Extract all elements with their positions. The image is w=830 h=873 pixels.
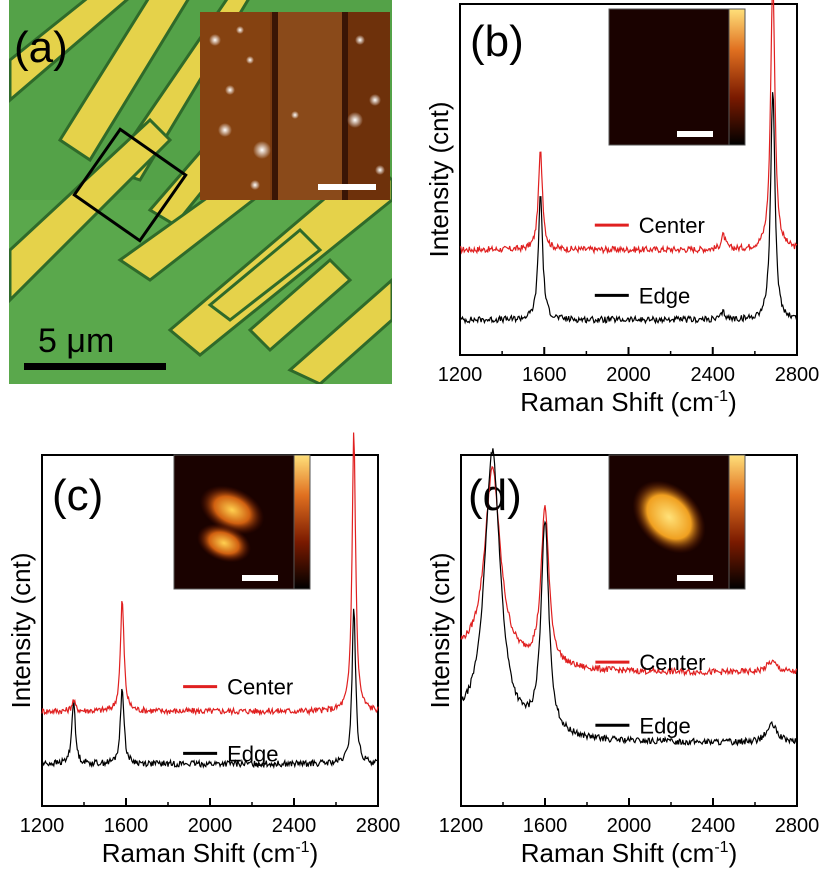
chart-d: 1200 1600 2000 2400 2800 Raman Shift (cm-1) In…: [425, 448, 819, 868]
series-line-center: [460, 465, 798, 677]
x-tick-label: 2400: [272, 815, 317, 837]
legend-label: Center: [639, 650, 705, 675]
panel-label: (b): [470, 17, 524, 66]
series-line-edge: [459, 92, 798, 325]
inset-scale-bar: [677, 575, 713, 581]
raman-map-inset: [173, 454, 311, 590]
x-tick-label: 2800: [775, 815, 820, 837]
x-tick-label: 2000: [606, 364, 651, 386]
colorbar: [728, 454, 746, 590]
y-axis-label: Intensity (cnt): [424, 101, 454, 257]
x-tick-label: 1200: [438, 364, 483, 386]
legend-label: Edge: [639, 713, 690, 738]
x-axis-label: Raman Shift (cm-1): [521, 838, 738, 868]
colorbar: [293, 454, 311, 590]
colorbar: [728, 8, 746, 146]
afm-scale-bar: [318, 184, 376, 190]
chart-c: 1200 1600 2000 2400 2800 Raman Shift (cm-1) In…: [6, 432, 401, 868]
x-axis-label: Raman Shift (cm-1): [520, 387, 737, 417]
legend-label: Center: [227, 675, 293, 700]
x-tick-label: 2400: [691, 815, 736, 837]
chart-b: 1200 1600 2000 2400 2800 Raman Shift (cm-1) In…: [424, 0, 819, 417]
series-line-edge: [460, 448, 798, 747]
series-line-center: [459, 0, 798, 255]
series-line-edge: [41, 608, 379, 770]
x-axis-label: Raman Shift (cm-1): [102, 838, 319, 868]
x-tick-label: 1200: [20, 815, 65, 837]
panel-a-label: (a): [14, 23, 68, 72]
inset-scale-bar: [242, 575, 278, 581]
x-tick-label: 1600: [522, 364, 567, 386]
scale-bar: [24, 363, 166, 370]
afm-inset: [200, 12, 390, 200]
selection-box: [72, 127, 188, 243]
x-tick-label: 1200: [439, 815, 484, 837]
x-tick-label: 1600: [104, 815, 149, 837]
raman-map-inset: [608, 8, 746, 146]
raman-map-inset: [608, 454, 746, 590]
x-tick-label: 2000: [607, 815, 652, 837]
x-tick-label: 2400: [691, 364, 736, 386]
x-tick-label: 2000: [188, 815, 233, 837]
legend-label: Center: [639, 213, 705, 238]
y-axis-label: Intensity (cnt): [6, 552, 36, 708]
x-tick-label: 1600: [523, 815, 568, 837]
series-line-center: [41, 432, 379, 717]
y-axis-label: Intensity (cnt): [425, 552, 455, 708]
inset-scale-bar: [677, 131, 713, 137]
legend-label: Edge: [227, 741, 278, 766]
panel-label: (c): [52, 471, 103, 520]
legend-label: Edge: [639, 283, 690, 308]
afm-flake: [272, 12, 348, 200]
scale-bar-label: 5 μm: [38, 322, 114, 360]
x-tick-label: 2800: [775, 364, 820, 386]
x-tick-label: 2800: [356, 815, 401, 837]
